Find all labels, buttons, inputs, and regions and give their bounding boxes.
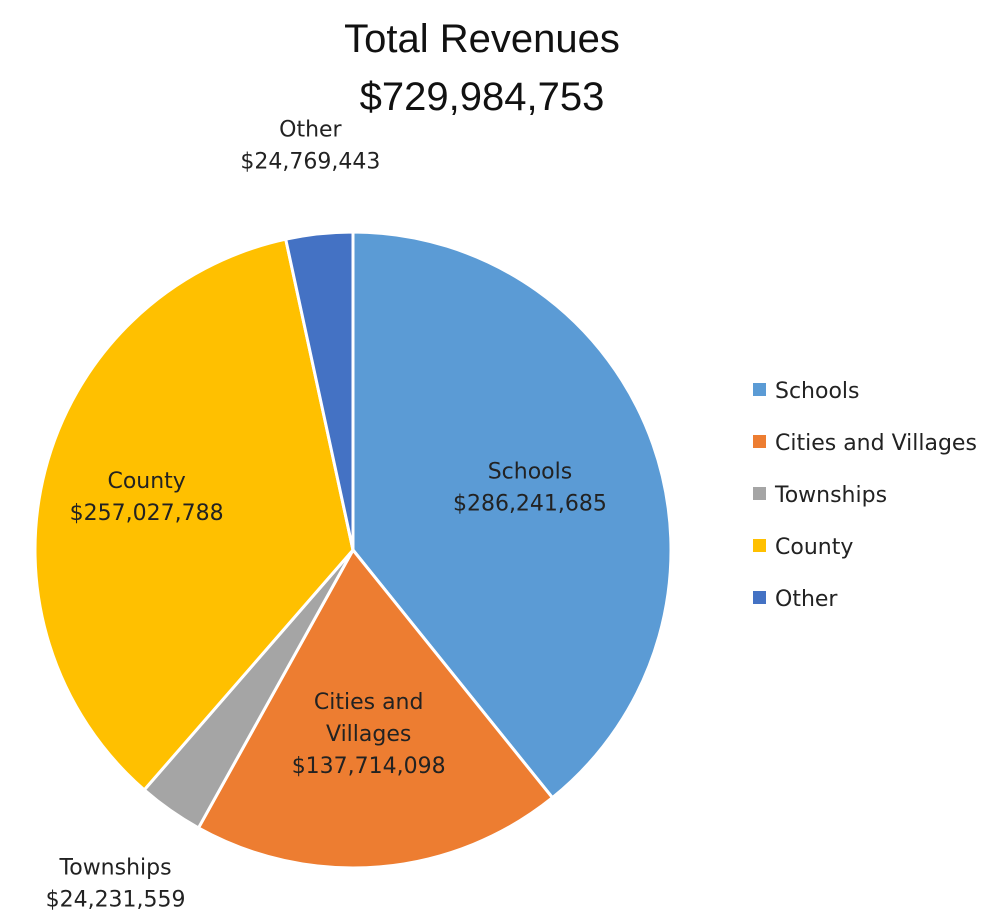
legend-swatch-other: [753, 591, 766, 604]
pie-data-labels: Schools $286,241,685 Cities and Villages $13…: [46, 118, 607, 910]
data-label-county: County $257,027,788: [70, 469, 224, 526]
legend-swatch-cities-and-villages: [753, 435, 766, 448]
pie-slice-cities-and-villages: [196, 547, 555, 870]
data-label-cities-and-villages: Cities and Villages $137,714,098: [292, 690, 446, 779]
pie-slice-county: [33, 237, 355, 793]
data-label-schools: Schools $286,241,685: [453, 460, 607, 517]
chart-title: Total Revenues: [344, 17, 620, 61]
legend-label-cities-and-villages: Cities and Villages: [775, 431, 977, 456]
data-label-other: Other $24,769,443: [240, 118, 380, 175]
legend-swatch-county: [753, 539, 766, 552]
legend-label-townships: Townships: [774, 483, 887, 508]
legend-swatch-schools: [753, 383, 766, 396]
pie-slice-schools: [351, 230, 673, 800]
legend-label-schools: Schools: [775, 379, 860, 404]
legend-swatch-townships: [753, 487, 766, 500]
pie-slices: [33, 230, 673, 870]
legend: Schools Cities and Villages Townships Count…: [753, 379, 977, 612]
pie-slice-other: [283, 230, 355, 551]
legend-label-other: Other: [775, 587, 838, 612]
chart-total: $729,984,753: [360, 75, 605, 119]
legend-label-county: County: [775, 535, 853, 560]
data-label-townships: Townships $24,231,559: [46, 855, 186, 910]
